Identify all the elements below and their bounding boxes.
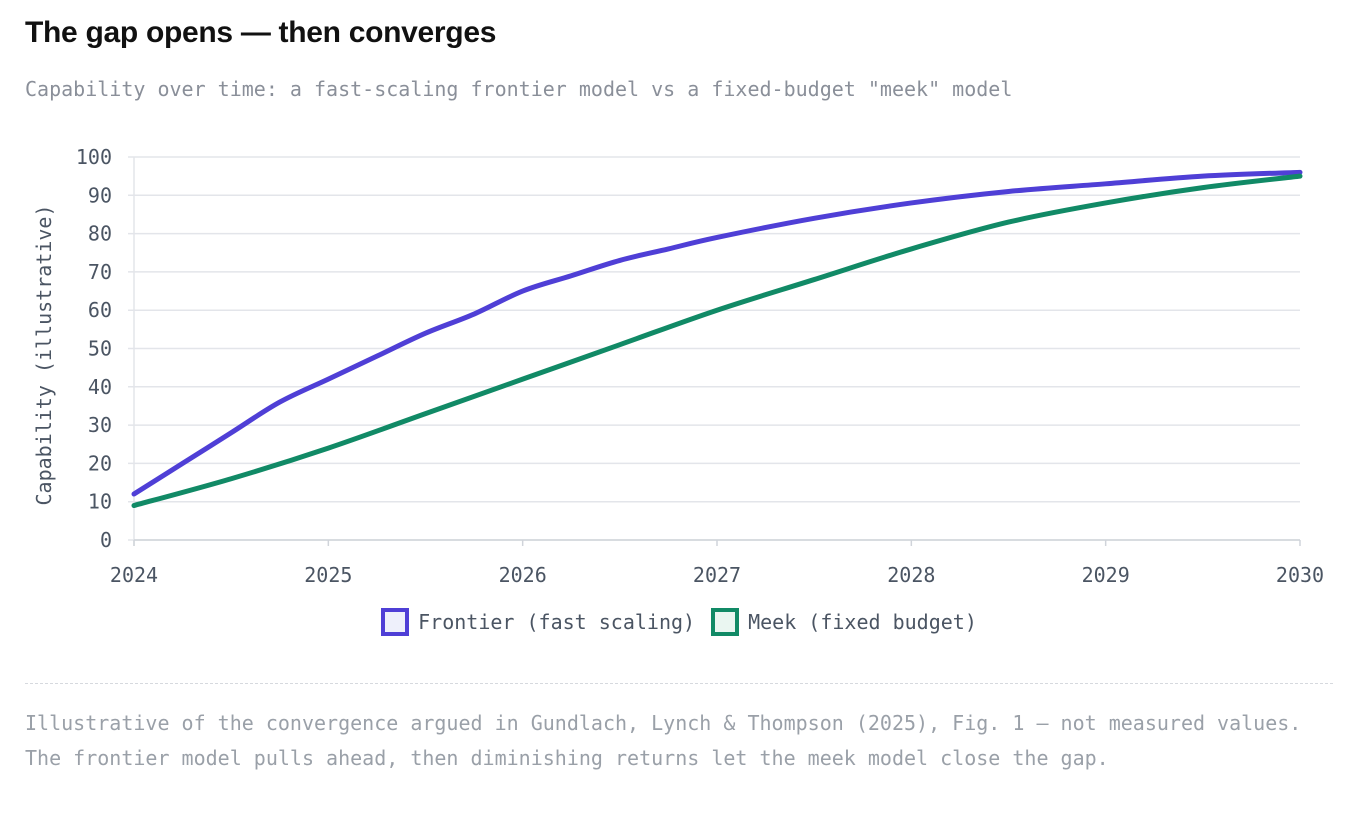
y-tick-label: 10 [88,490,112,514]
series-lines [131,169,1303,509]
series-line-meek [131,173,1303,509]
y-axis-ticks: 0 10 20 30 40 50 60 70 80 90 100 [76,145,112,552]
y-tick-label: 100 [76,145,112,169]
legend-item-meek[interactable]: Meek (fixed budget) [711,608,977,636]
grid-lines [128,156,1300,546]
legend-label-meek: Meek (fixed budget) [748,610,977,634]
y-tick-label: 50 [88,337,112,361]
y-tick-label: 0 [100,528,112,552]
chart-subtitle: Capability over time: a fast-scaling fro… [25,77,1013,101]
legend-swatch-meek [711,608,740,636]
x-tick-label: 2027 [693,563,741,587]
x-tick-label: 2024 [110,563,158,587]
y-tick-label: 30 [88,413,112,437]
footer-note: Illustrative of the convergence argued i… [25,711,1302,770]
legend-label-frontier: Frontier (fast scaling) [418,610,696,634]
chart-legend: Frontier (fast scaling) Meek (fixed budg… [0,608,1358,636]
y-tick-label: 20 [88,451,112,475]
y-tick-label: 80 [88,222,112,246]
y-tick-label: 90 [88,183,112,207]
x-tick-label: 2026 [499,563,547,587]
chart-title: The gap opens — then converges [25,16,497,49]
x-tick-label: 2029 [1082,563,1130,587]
x-tick-label: 2025 [304,563,352,587]
y-axis-label: Capability (illustrative) [32,204,56,505]
legend-item-frontier[interactable]: Frontier (fast scaling) [381,608,695,636]
y-tick-label: 60 [88,298,112,322]
series-line-frontier [131,169,1303,497]
footer-divider [25,683,1333,684]
y-tick-label: 40 [88,375,112,399]
x-tick-label: 2028 [887,563,935,587]
y-tick-label: 70 [88,260,112,284]
legend-swatch-frontier [381,608,410,636]
x-tick-label: 2030 [1276,563,1324,587]
x-axis-ticks: 2024 2025 2026 2027 2028 2029 2030 [110,540,1324,587]
